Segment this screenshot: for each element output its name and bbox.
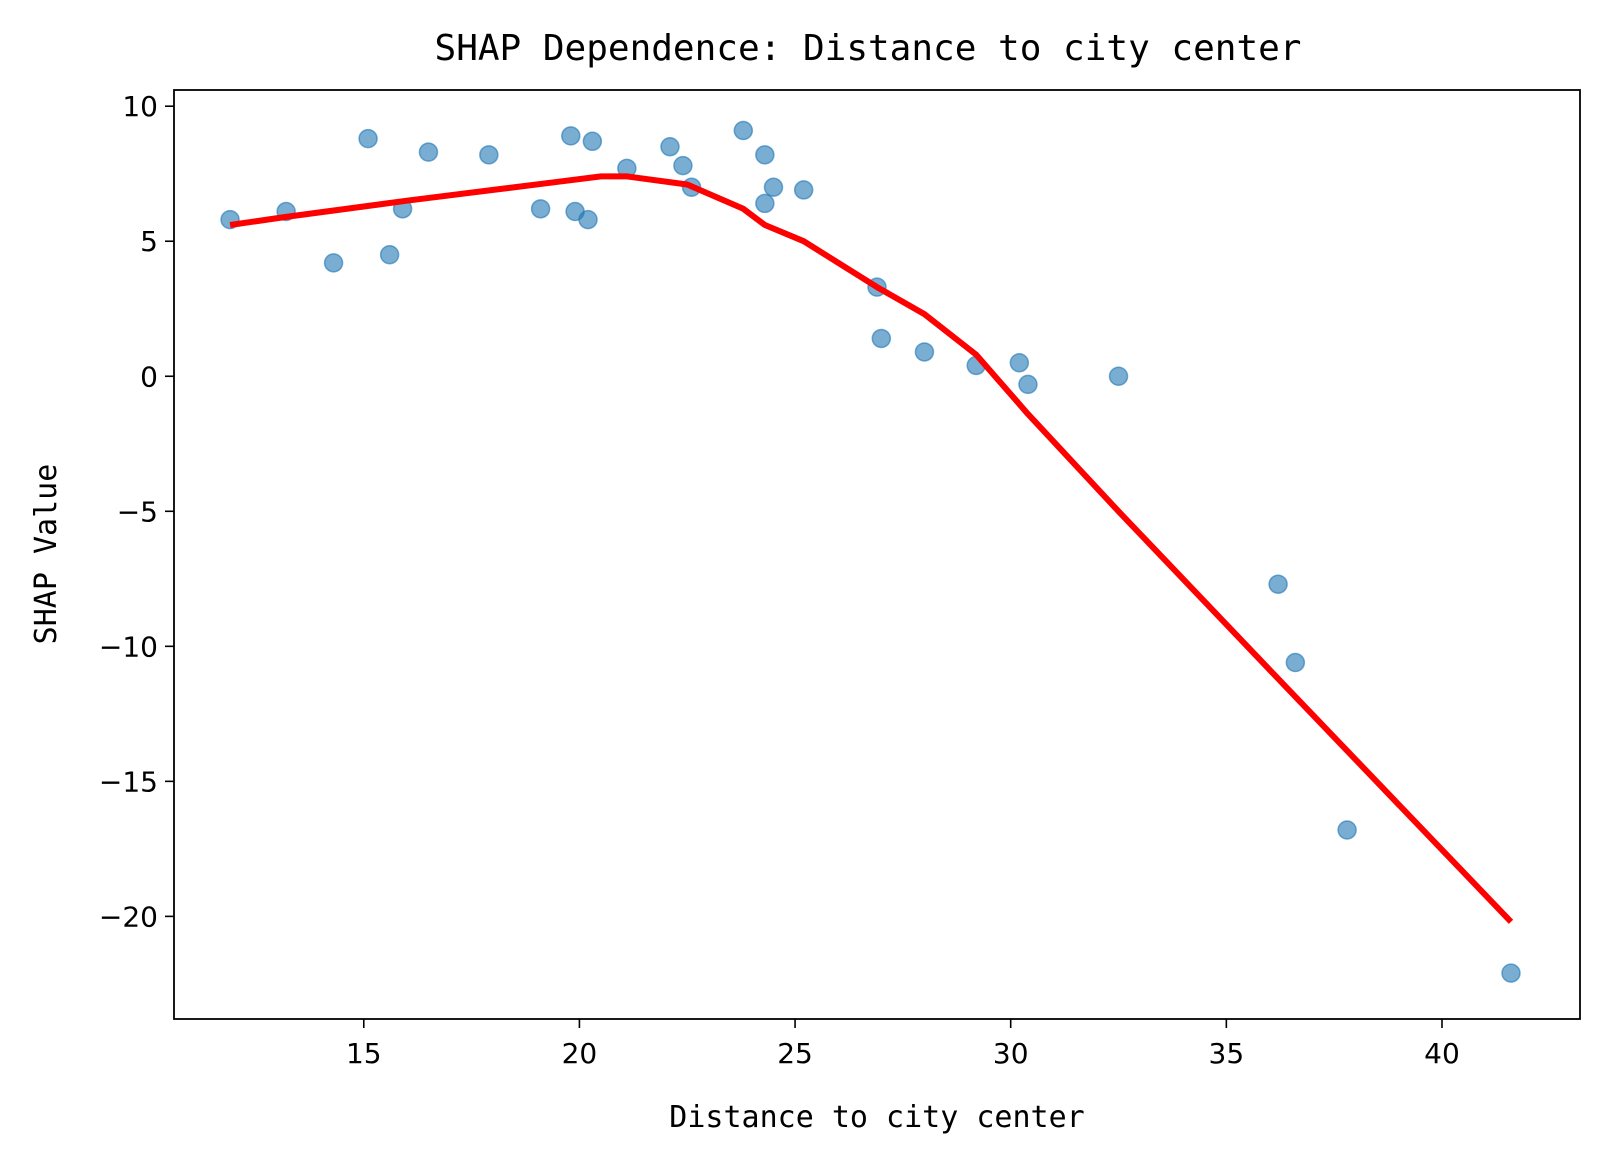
y-tick-label: −10 bbox=[99, 630, 158, 663]
scatter-points bbox=[220, 120, 1521, 983]
scatter-point bbox=[1337, 820, 1357, 840]
y-tick-label: 0 bbox=[140, 360, 158, 393]
y-tick-label: −5 bbox=[117, 495, 158, 528]
scatter-point bbox=[1018, 374, 1038, 395]
y-tick-label: −20 bbox=[99, 900, 158, 933]
scatter-point bbox=[1009, 353, 1030, 373]
scatter-point bbox=[379, 244, 400, 265]
scatter-point bbox=[358, 128, 378, 149]
scatter-point bbox=[418, 142, 439, 162]
scatter-point bbox=[673, 155, 693, 176]
trend-line-layer bbox=[229, 173, 1514, 924]
trend-line bbox=[229, 173, 1514, 924]
scatter-point bbox=[578, 209, 598, 230]
x-tick-label: 20 bbox=[562, 1037, 598, 1070]
x-tick-label: 40 bbox=[1424, 1037, 1460, 1070]
scatter-point bbox=[914, 342, 935, 362]
chart-title: SHAP Dependence: Distance to city center bbox=[435, 28, 1302, 69]
scatter-point bbox=[323, 253, 344, 273]
scatter-point bbox=[479, 145, 499, 165]
y-tick-label: −15 bbox=[99, 765, 158, 798]
y-axis-label: SHAP Value bbox=[29, 464, 64, 645]
scatter-point bbox=[733, 120, 754, 141]
x-tick-label: 30 bbox=[993, 1037, 1029, 1070]
y-axis: 10 5 0 −5 −10 −15 −20 bbox=[99, 90, 174, 933]
scatter-point bbox=[1108, 366, 1129, 387]
scatter-point bbox=[763, 177, 784, 197]
scatter-point bbox=[793, 180, 814, 200]
scatter-point bbox=[755, 193, 775, 214]
scatter-point bbox=[1285, 652, 1306, 673]
scatter-point bbox=[755, 145, 775, 165]
y-tick-label: 10 bbox=[122, 90, 158, 123]
scatter-point bbox=[530, 199, 551, 219]
x-tick-label: 15 bbox=[346, 1037, 382, 1070]
scatter-point bbox=[871, 328, 892, 349]
x-axis: 15 20 25 30 35 40 bbox=[346, 1019, 1460, 1070]
scatter-point bbox=[660, 136, 680, 157]
x-axis-label: Distance to city center bbox=[669, 1100, 1084, 1135]
scatter-point bbox=[561, 126, 581, 146]
x-tick-label: 35 bbox=[1209, 1037, 1245, 1070]
scatter-point bbox=[582, 131, 603, 152]
scatter-point bbox=[1268, 574, 1288, 594]
scatter-point bbox=[1501, 963, 1521, 983]
plot-frame bbox=[173, 89, 1581, 1020]
y-tick-label: 5 bbox=[140, 225, 158, 258]
x-tick-label: 25 bbox=[777, 1037, 813, 1070]
